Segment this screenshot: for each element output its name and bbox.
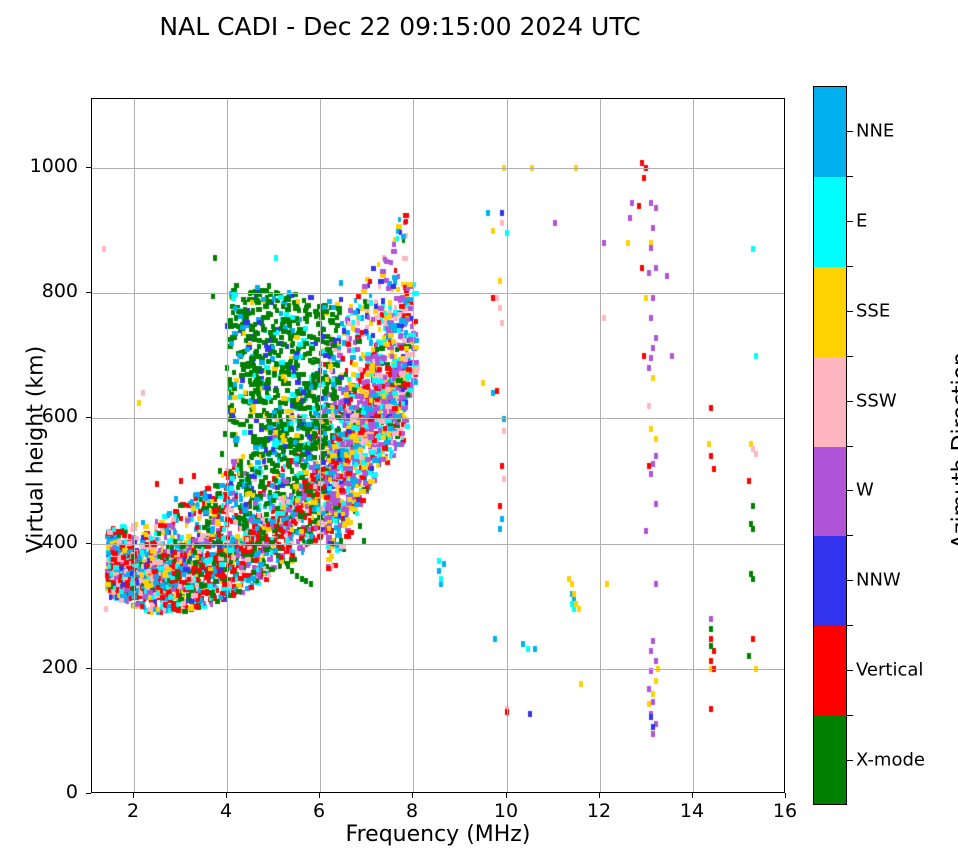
colorbar-boundary-tick bbox=[847, 266, 853, 267]
x-tick-label: 8 bbox=[405, 800, 419, 822]
x-tick-mark bbox=[599, 793, 600, 798]
colorbar-tick bbox=[847, 311, 853, 312]
colorbar-boundary-tick bbox=[847, 176, 853, 177]
y-tick-label: 0 bbox=[65, 781, 78, 803]
colorbar-label-w: W bbox=[856, 479, 874, 501]
x-tick-label: 4 bbox=[219, 800, 233, 822]
gridline-horizontal bbox=[92, 669, 784, 670]
y-tick-label: 800 bbox=[41, 280, 78, 302]
colorbar-tick bbox=[847, 670, 853, 671]
colorbar-boundary-tick bbox=[847, 715, 853, 716]
gridline-vertical bbox=[227, 99, 228, 792]
x-axis-label: Frequency (MHz) bbox=[345, 822, 531, 847]
y-tick-mark bbox=[86, 167, 91, 168]
colorbar-boundary-tick bbox=[847, 535, 853, 536]
y-tick-label: 400 bbox=[41, 531, 78, 553]
x-tick-mark bbox=[785, 793, 786, 798]
gridline-vertical bbox=[134, 99, 135, 792]
x-tick-mark bbox=[133, 793, 134, 798]
gridline-horizontal bbox=[92, 418, 784, 419]
colorbar-tick bbox=[847, 221, 853, 222]
gridline-vertical bbox=[413, 99, 414, 792]
colorbar-tick bbox=[847, 401, 853, 402]
x-tick-label: 6 bbox=[312, 800, 326, 822]
y-tick-label: 200 bbox=[41, 656, 78, 678]
colorbar-segment-ssw bbox=[814, 356, 846, 448]
colorbar-segment-w bbox=[814, 446, 846, 537]
colorbar-segment-e bbox=[814, 176, 846, 268]
colorbar-boundary-tick bbox=[847, 356, 853, 357]
gridline-vertical bbox=[320, 99, 321, 792]
colorbar-segment-nnw bbox=[814, 536, 846, 627]
colorbar-title: Azimuth Direction bbox=[948, 351, 958, 550]
colorbar-boundary-tick bbox=[847, 446, 853, 447]
y-tick-mark bbox=[86, 793, 91, 794]
x-tick-label: 14 bbox=[679, 800, 705, 822]
colorbar-tick bbox=[847, 490, 853, 491]
x-tick-mark bbox=[412, 793, 413, 798]
y-tick-mark bbox=[86, 292, 91, 293]
gridline-vertical bbox=[507, 99, 508, 792]
x-tick-label: 2 bbox=[126, 800, 140, 822]
colorbar-tick bbox=[847, 760, 853, 761]
y-tick-label: 600 bbox=[41, 405, 78, 427]
x-tick-label: 12 bbox=[586, 800, 612, 822]
gridline-vertical bbox=[600, 99, 601, 792]
x-tick-mark bbox=[319, 793, 320, 798]
colorbar-label-nne: NNE bbox=[856, 120, 895, 142]
colorbar-label-vertical: Vertical bbox=[856, 659, 924, 681]
gridline-horizontal bbox=[92, 293, 784, 294]
y-tick-mark bbox=[86, 543, 91, 544]
y-tick-mark bbox=[86, 668, 91, 669]
colorbar[interactable] bbox=[813, 86, 847, 805]
x-tick-label: 16 bbox=[772, 800, 798, 822]
x-tick-label: 10 bbox=[493, 800, 519, 822]
scatter-canvas bbox=[92, 99, 784, 792]
colorbar-label-ssw: SSW bbox=[856, 390, 897, 412]
colorbar-tick bbox=[847, 131, 853, 132]
colorbar-segment-vertical bbox=[814, 626, 846, 717]
colorbar-segment-nne bbox=[814, 87, 846, 178]
gridline-vertical bbox=[693, 99, 694, 792]
colorbar-segment-sse bbox=[814, 266, 846, 358]
colorbar-tick bbox=[847, 580, 853, 581]
x-tick-mark bbox=[506, 793, 507, 798]
colorbar-label-x-mode: X-mode bbox=[856, 749, 925, 771]
colorbar-label-e: E bbox=[856, 210, 868, 232]
y-axis-label: Virtual height (km) bbox=[23, 345, 49, 554]
colorbar-label-sse: SSE bbox=[856, 300, 891, 322]
gridline-horizontal bbox=[92, 544, 784, 545]
y-tick-label: 1000 bbox=[29, 155, 78, 177]
colorbar-segment-x-mode bbox=[814, 716, 846, 804]
colorbar-boundary-tick bbox=[847, 625, 853, 626]
gridline-horizontal bbox=[92, 168, 784, 169]
colorbar-label-nnw: NNW bbox=[856, 569, 901, 591]
x-tick-mark bbox=[226, 793, 227, 798]
x-tick-mark bbox=[692, 793, 693, 798]
page-title: NAL CADI - Dec 22 09:15:00 2024 UTC bbox=[159, 12, 641, 41]
plot-area[interactable] bbox=[91, 98, 785, 793]
y-tick-mark bbox=[86, 417, 91, 418]
